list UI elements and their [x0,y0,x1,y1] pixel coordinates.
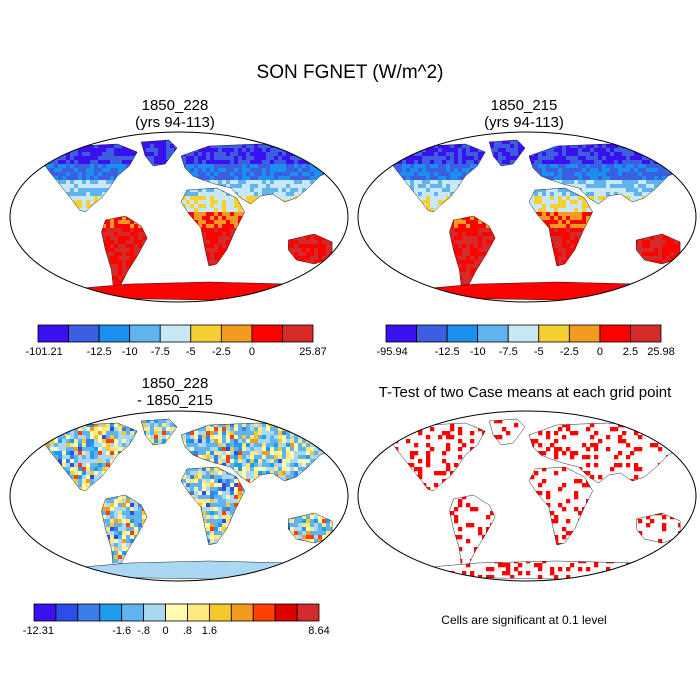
panel-3-colorbar-box-0 [34,604,56,621]
panel-2-colorbar-label-3: -7.5 [499,346,518,358]
panel-2-colorbar-label-5: -2.5 [560,346,579,358]
panel-2-colorbar-box-6 [569,325,600,342]
panel-3-colorbar-box-1 [56,604,78,621]
panel-2-colorbar-box-3 [478,325,509,342]
panel-3-map [10,411,350,583]
panel-1-colorbar-box-5 [191,325,222,342]
panel-1-colorbar-label-0: -101.21 [25,346,62,358]
panel-1-colorbar-box-4 [160,325,191,342]
panel-2-colorbar-box-7 [600,325,631,342]
panel-3-colorbar: -12.31 -1.6 -.8 0 .8 1.6 8.64 [23,604,330,637]
panel-1-colorbar-box-1 [69,325,100,342]
panel-1-map [10,132,350,304]
panel-1-colorbar: -101.21 -12.5 -10 -7.5 -5 -2.5 0 25.87 [25,325,326,358]
panel-1-colorbar-box-2 [99,325,130,342]
panel-1-colorbar-box-3 [130,325,161,342]
panel-3-colorbar-label-6: 8.64 [308,625,329,637]
panel-2-colorbar-box-4 [508,325,539,342]
panel-3-colorbar-box-11 [275,604,297,621]
panel-3-colorbar-label-0: -12.31 [23,625,54,637]
panel-2-colorbar-box-1 [417,325,448,342]
panel-2-colorbar-box-2 [447,325,478,342]
panel-3-colorbar-box-7 [187,604,209,621]
panel-1-colorbar-label-3: -7.5 [151,346,170,358]
panel-2-colorbar-box-0 [386,325,417,342]
panel-2-colorbar-label-2: -10 [470,346,486,358]
panel-1-colorbar-box-7 [252,325,283,342]
panel-2-colorbar: -95.94 -12.5 -10 -7.5 -5 -2.5 0 2.5 25.98 [377,325,675,358]
panel-3-colorbar-label-3: 0 [162,625,168,637]
panel-3-colorbar-label-5: 1.6 [202,625,217,637]
panel-3-colorbar-label-1: -1.6 [112,625,131,637]
panel-4-map [358,411,698,583]
panel-1-colorbar-box-6 [221,325,252,342]
panel-3-colorbar-box-10 [253,604,275,621]
panel-3-colorbar-box-5 [144,604,166,621]
panel-2-colorbar-box-8 [630,325,661,342]
panel-1-colorbar-label-2: -10 [122,346,138,358]
panel-3-colorbar-label-4: .8 [183,625,192,637]
panel-2-colorbar-label-7: 2.5 [623,346,638,358]
panel-3-colorbar-box-6 [166,604,188,621]
panel-1-colorbar-label-4: -5 [186,346,196,358]
panel-2-map [358,132,698,304]
panel-3-colorbar-box-8 [209,604,231,621]
panel-2-colorbar-label-4: -5 [534,346,544,358]
panel-2-colorbar-label-1: -12.5 [435,346,460,358]
panel-1-colorbar-label-7: 25.87 [299,346,327,358]
panel-2-colorbar-box-5 [539,325,570,342]
panel-2-colorbar-label-6: 0 [597,346,603,358]
panel-1-colorbar-label-1: -12.5 [87,346,112,358]
panel-2-colorbar-label-8: 25.98 [647,346,675,358]
panel-2-colorbar-label-0: -95.94 [377,346,408,358]
panel-3-colorbar-box-3 [100,604,122,621]
panel-1-colorbar-label-6: 0 [249,346,255,358]
panel-3-colorbar-box-12 [297,604,319,621]
panel-3-colorbar-label-2: -.8 [137,625,150,637]
panel-1-colorbar-box-8 [282,325,313,342]
panel-3-colorbar-box-4 [122,604,144,621]
panel-1-colorbar-box-0 [38,325,69,342]
panel-3-colorbar-box-9 [231,604,253,621]
panel-1-colorbar-label-5: -2.5 [212,346,231,358]
panel-3-colorbar-box-2 [78,604,100,621]
